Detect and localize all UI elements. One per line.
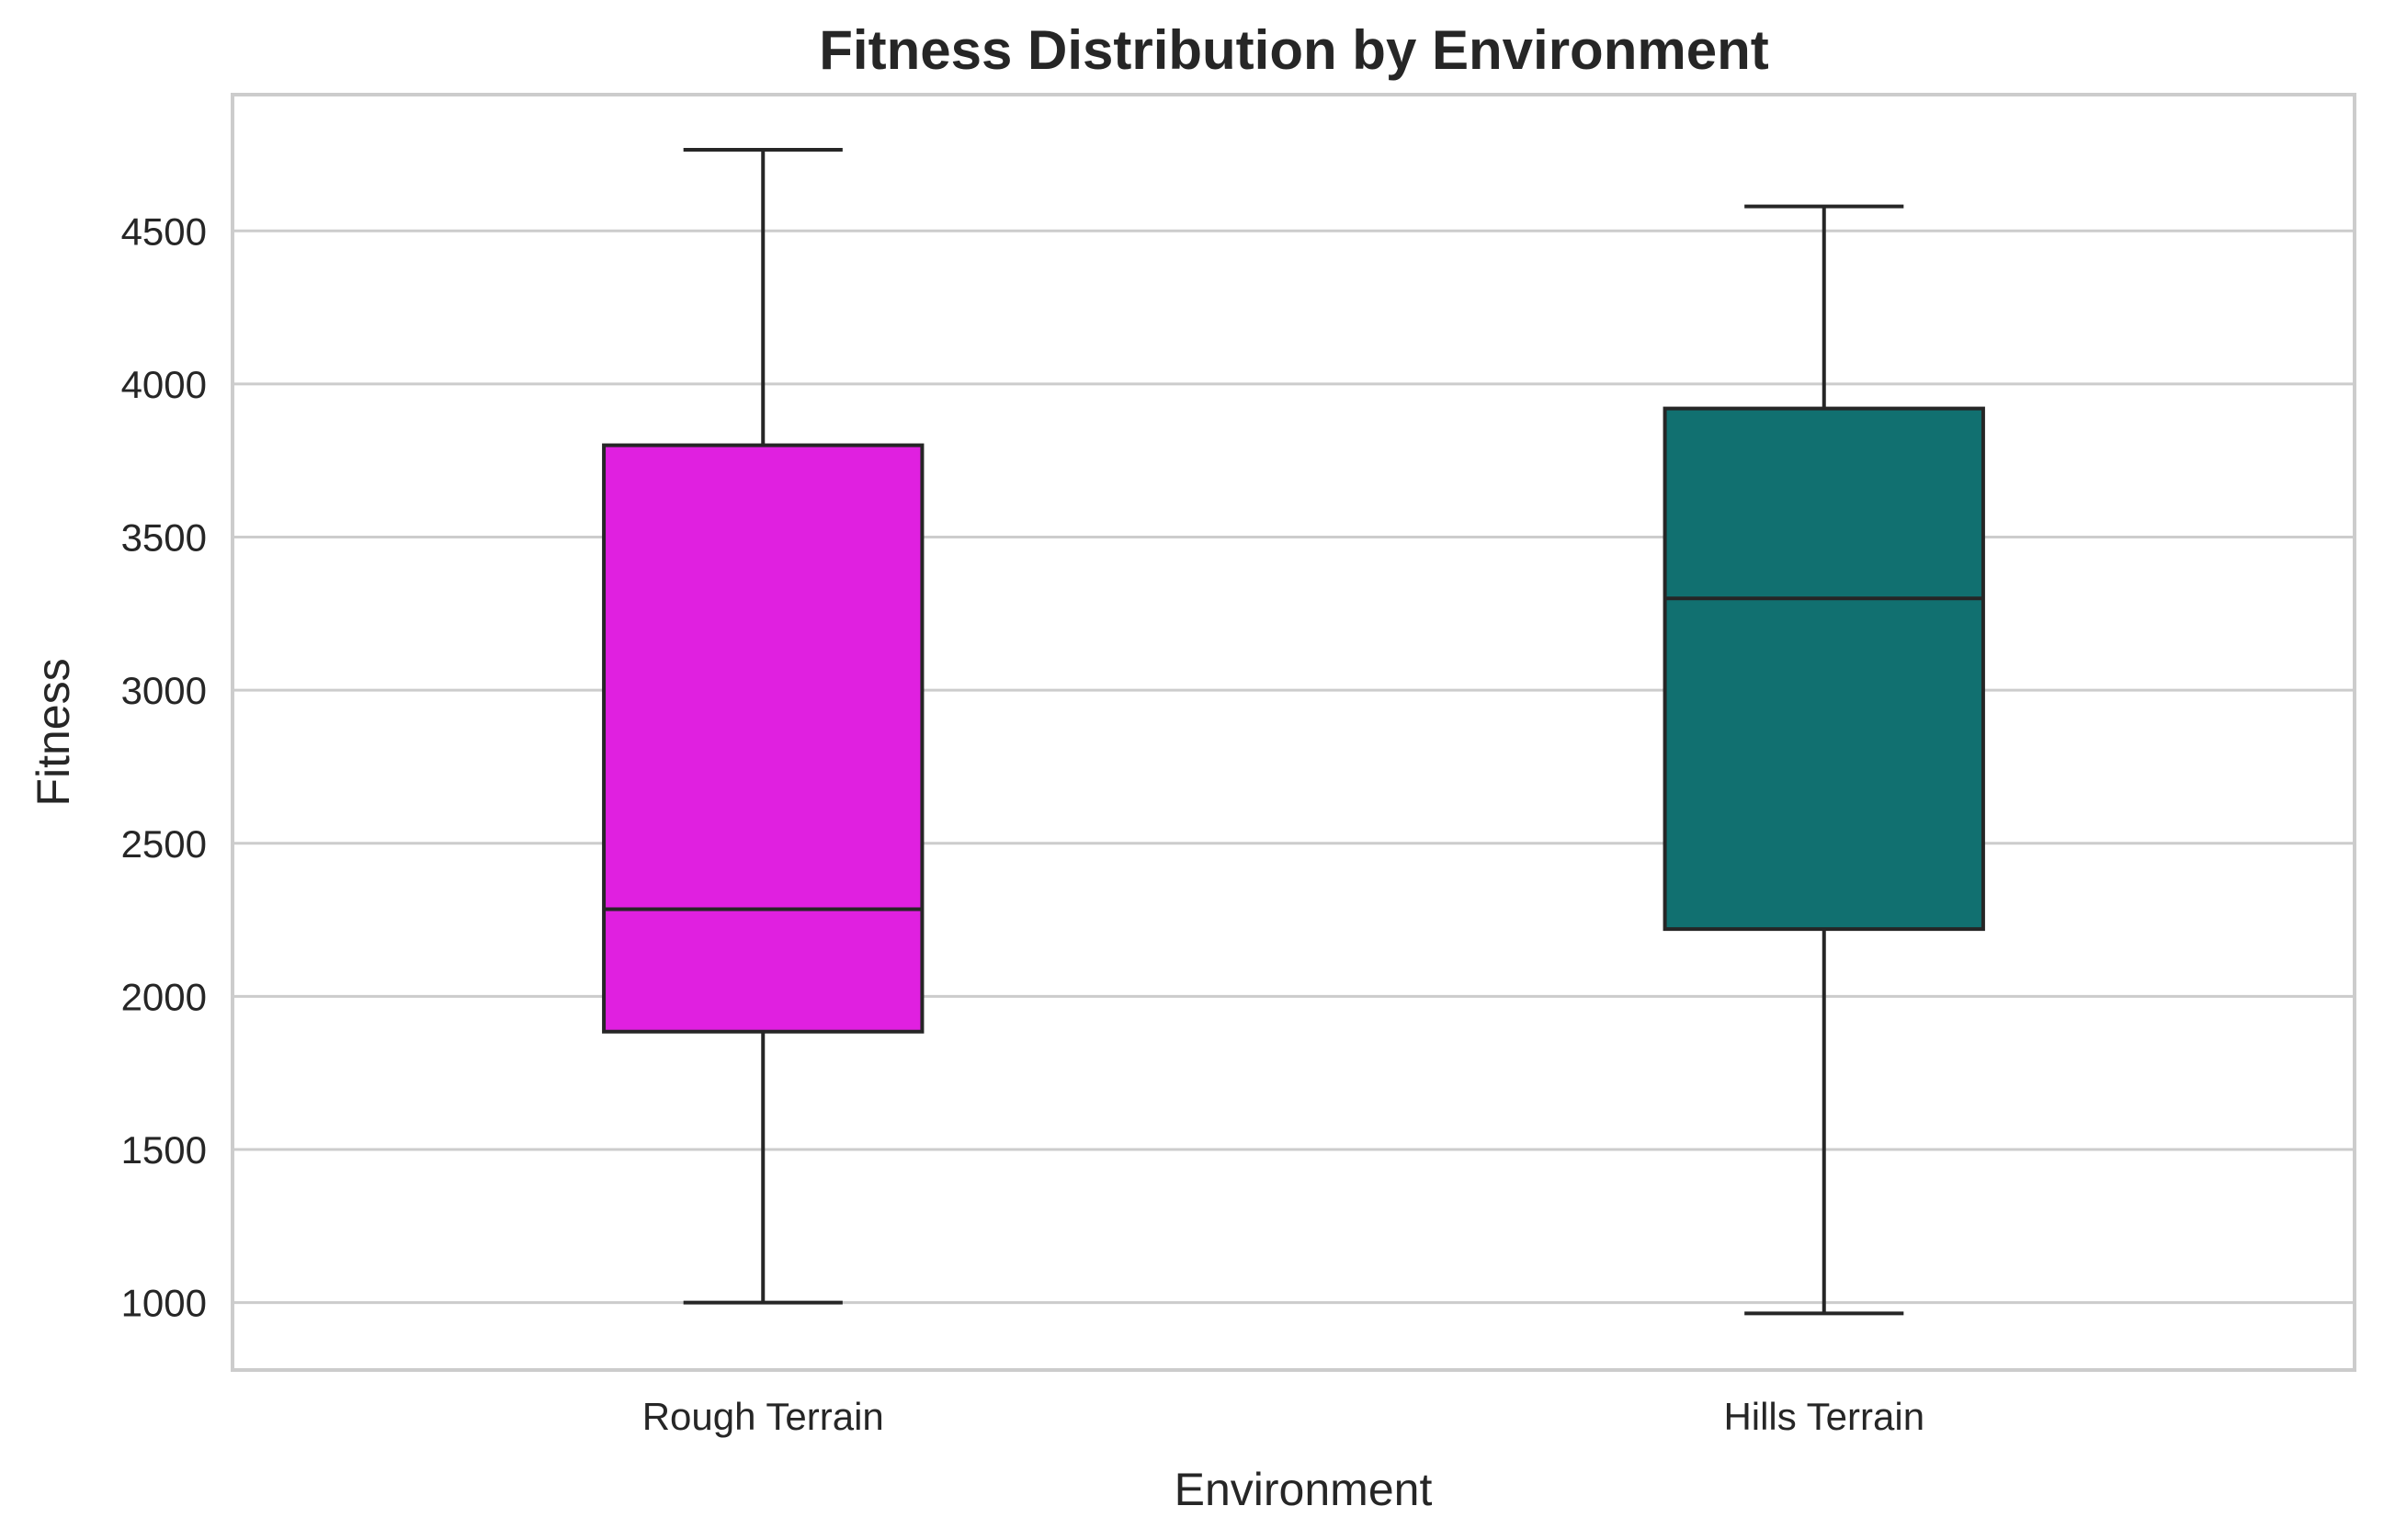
y-tick-label: 1000 — [121, 1282, 207, 1325]
y-tick-label: 3500 — [121, 516, 207, 560]
y-tick-label: 4000 — [121, 363, 207, 406]
box-series — [602, 147, 1985, 1316]
y-tick-label: 1500 — [121, 1128, 207, 1172]
y-tick-label: 3000 — [121, 669, 207, 712]
y-tick-label: 2000 — [121, 975, 207, 1018]
y-tick-labels: 1000 1500 2000 2500 3000 3500 4000 4500 — [121, 209, 207, 1324]
iqr-box — [602, 443, 925, 1034]
y-tick-label: 2500 — [121, 822, 207, 866]
iqr-box — [1663, 406, 1985, 932]
y-tick-label: 4500 — [121, 209, 207, 253]
x-axis-label: Environment — [1175, 1464, 1433, 1515]
grid-lines — [233, 229, 2355, 1305]
x-tick-label: Hills Terrain — [1723, 1395, 1924, 1438]
chart-title: Fitness Distribution by Environment — [819, 19, 1768, 81]
x-tick-label: Rough Terrain — [642, 1395, 884, 1438]
x-tick-labels: Rough Terrain Hills Terrain — [642, 1395, 1924, 1438]
box-hills-terrain — [1663, 204, 1985, 1316]
box-rough-terrain — [602, 147, 925, 1305]
plot-frame — [231, 93, 2356, 1372]
y-axis-label: Fitness — [28, 658, 79, 806]
